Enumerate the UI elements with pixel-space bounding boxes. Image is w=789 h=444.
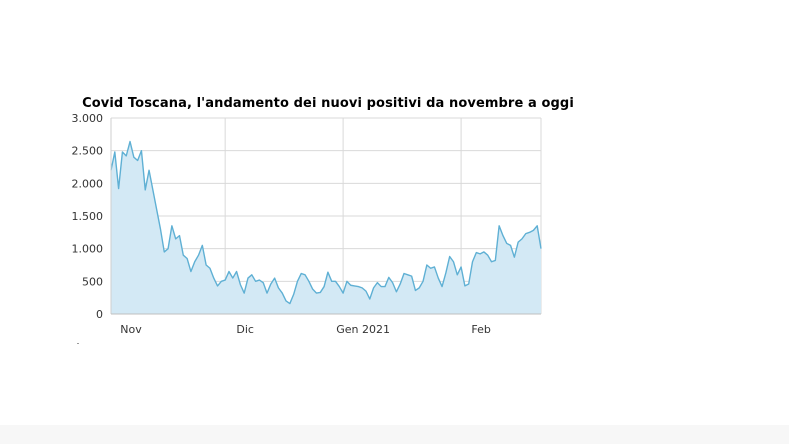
x-tick-label: Feb [471,323,490,336]
area-layer [110,140,542,314]
y-tick-labels: 0 500 1.000 1.500 2.000 2.500 3.000 [72,112,104,321]
series-line [110,140,542,305]
y-tick-label: 2.000 [72,177,104,190]
x-tick-label: Dic [236,323,254,336]
bottom-strip [0,425,789,444]
y-tick-label: 500 [82,275,103,288]
series-area [111,141,541,314]
y-tick-label: 1.000 [72,243,104,256]
chart-title: Covid Toscana, l'andamento dei nuovi pos… [82,96,574,111]
y-tick-label: 3.000 [72,112,104,125]
stray-mark [77,343,79,344]
x-tick-label: Nov [120,323,142,336]
x-tick-label: Gen 2021 [336,323,390,336]
y-tick-label: 0 [96,308,103,321]
y-tick-label: 2.500 [72,145,104,158]
y-tick-label: 1.500 [72,210,104,223]
axis-layer [110,118,541,315]
x-tick-labels: Nov Dic Gen 2021 Feb [120,323,491,336]
